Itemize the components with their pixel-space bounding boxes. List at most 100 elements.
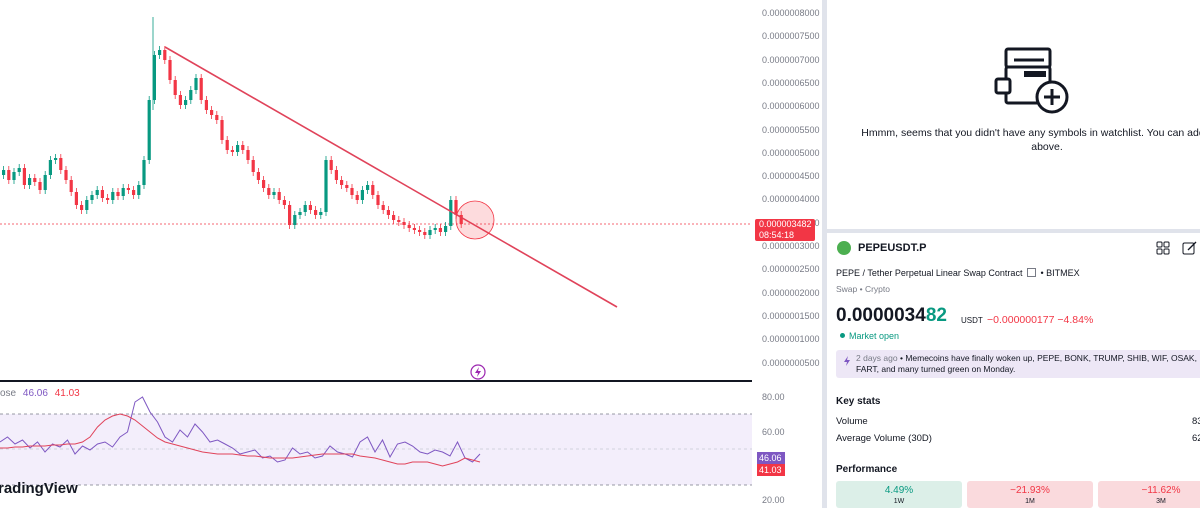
performance-label: 1W [893,498,905,505]
symbol-type: Swap • Crypto [836,284,890,294]
current-price-tag: 0.000003482 08:54:18 [755,219,815,241]
price-tick-label: 0.0000005500 [762,124,820,135]
candle-body [85,200,89,210]
external-link-icon[interactable] [1026,268,1036,277]
candle-body [184,100,188,105]
price-tick-label: 0.0000008000 [762,8,820,18]
candle-body [210,110,214,115]
price-unit: USDT [961,316,983,325]
price-tick-label: 0.0000007500 [762,31,820,42]
market-status[interactable]: Market open [840,331,899,341]
last-price-prefix: 0.0000034 [836,305,926,326]
rsi-value-tag: 46.06 [757,452,785,464]
candle-body [360,190,364,200]
grid-icon[interactable] [1156,241,1170,255]
chart-pane[interactable]: 0.0000008000 0.0000007500 0.0000007000 0.00… [0,0,822,508]
performance-1w[interactable]: 4.49% 1W [836,481,962,508]
candle-body [241,145,245,150]
symbol-exchange[interactable]: BITMEX [1046,268,1080,278]
candle-body [178,95,182,105]
candle-body [438,228,442,232]
candle-body [168,60,172,80]
candle-body [381,205,385,210]
news-headline[interactable]: 2 days ago • Memecoins have finally woke… [836,350,1200,378]
performance-3m[interactable]: −11.62% 3M [1098,481,1200,508]
candle-body [121,188,125,196]
candle-body [428,230,432,235]
edit-icon[interactable] [1182,240,1198,256]
rsi-legend[interactable]: ose 46.06 41.03 [0,388,80,399]
status-dot-icon [840,333,845,338]
tradingview-logo: radingView [0,480,78,497]
rsi-axis[interactable]: 80.00 60.00 20.00 [752,382,822,508]
performance-value: −21.93% [1010,485,1050,496]
last-price: 0.000003482 [836,305,947,327]
symbol-ticker[interactable]: PEPEUSDT.P [858,242,927,254]
candle-body [189,90,193,100]
trendline[interactable] [164,46,618,308]
price-tick-label: 0.0000003000 [762,241,820,251]
performance-title: Performance [836,464,898,475]
rsi-ma-line [0,413,481,467]
symbol-description-text: PEPE / Tether Perpetual Linear Swap Cont… [836,268,1023,278]
candle-body [17,168,21,172]
candle-body [262,180,266,188]
candle-body [38,182,42,190]
price-tick-label: 0.0000007000 [762,54,820,65]
price-tick-label: 0.0000000500 [762,357,820,368]
stat-label-avg-volume: Average Volume (30D) [836,433,932,444]
rsi-legend-ma-value: 41.03 [54,388,80,399]
panel-resize-handle[interactable] [822,0,827,508]
price-tick-label: 0.0000006500 [762,77,820,88]
candle-body [345,185,349,188]
market-status-label: Market open [849,331,900,341]
performance-1m[interactable]: −21.93% 1M [967,481,1093,508]
price-tick-label: 0.0000001500 [762,310,820,321]
price-tick-label: 0.0000004000 [762,194,820,205]
rsi-tick-label: 60.00 [762,427,785,437]
rsi-tick-label: 20.00 [762,495,785,505]
pane-separator[interactable] [0,380,752,382]
candle-body [74,192,78,205]
news-time: 2 days ago [856,353,898,363]
candle-body [59,158,63,170]
candle-body [116,192,120,196]
candle-body [277,192,281,200]
candle-body [272,192,276,195]
price-axis[interactable]: 0.0000008000 0.0000007500 0.0000007000 0.00… [752,0,822,380]
rsi-tick-label: 80.00 [762,392,785,402]
candle-body [319,212,323,215]
symbol-description: PEPE / Tether Perpetual Linear Swap Cont… [836,268,1080,278]
candle-body [33,178,37,182]
candle-body [142,160,146,185]
candle-body [126,188,130,190]
candle-body [12,172,16,180]
price-change-pct: −4.84% [1057,314,1094,326]
candle-body [199,78,203,100]
performance-value: 4.49% [884,485,914,496]
performance-label: 3M [1156,498,1166,505]
price-tick-label: 0.0000002000 [762,287,820,298]
rsi-pane[interactable] [0,382,752,508]
key-stats-title: Key stats [836,396,881,407]
candle-body [324,160,328,212]
candle-body [90,195,94,200]
performance-value: −11.62% [1141,485,1181,496]
price-tick-label: 0.0000005000 [762,147,820,158]
candle-body [28,178,32,185]
rsi-ma-value-tag: 41.03 [757,464,785,476]
candle-body [48,160,52,175]
price-chart[interactable] [0,0,752,380]
candle-body [236,145,240,152]
candle-body [54,158,58,160]
candle-body [298,212,302,215]
candle-body [256,172,260,180]
candle-body [334,170,338,180]
lightning-icon[interactable] [470,364,486,380]
rsi-legend-label: ose [0,388,17,399]
candle-body [282,200,286,205]
candle-body [267,188,271,195]
watchlist-add-icon [994,47,1069,114]
rsi-line [0,396,481,463]
candle-body [106,198,110,200]
